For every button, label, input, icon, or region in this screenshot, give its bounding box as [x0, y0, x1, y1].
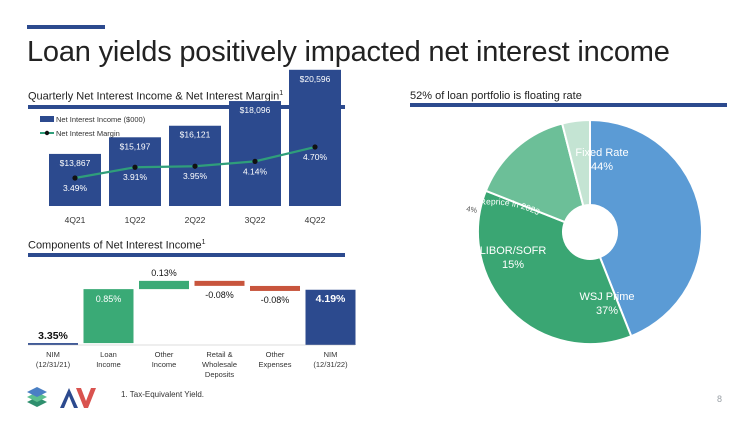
donut-slice-label: Fixed Rate [575, 147, 628, 159]
footnote: 1. Tax-Equivalent Yield. [121, 390, 205, 399]
waterfall-category-label: Other Expenses [259, 350, 292, 369]
waterfall-bar [250, 285, 300, 291]
nim-point [132, 164, 138, 170]
donut-slice-label: WSJ Prime [580, 291, 635, 303]
slide-title: Loan yields positively impacted net inte… [27, 36, 670, 68]
nim-label: 4.70% [303, 152, 328, 162]
waterfall-value-label: 0.13% [151, 268, 177, 278]
nim-label: 3.49% [63, 183, 88, 193]
nii-section-title: Quarterly Net Interest Income & Net Inte… [28, 90, 283, 103]
legend-bar-swatch [40, 116, 54, 122]
nii-bar-3q22 [229, 101, 281, 206]
waterfall-category-label: Other Income [152, 350, 177, 369]
waterfall-bar [305, 289, 356, 345]
nii-bar-1q22 [109, 137, 161, 206]
waterfall-category-label: NIM (12/31/21) [36, 350, 71, 369]
waterfall-value-label: 0.85% [96, 294, 122, 304]
nii-bar-label: $13,867 [60, 158, 91, 168]
x-tick-label: 1Q22 [125, 215, 146, 225]
waterfall-bar [139, 280, 189, 290]
nii-legend: Net Interest Income ($000) Net Interest … [40, 115, 146, 138]
nim-label: 3.95% [183, 171, 208, 181]
components-section-title: Components of Net Interest Income1 [28, 239, 206, 252]
page-number: 8 [716, 394, 722, 404]
nii-section-title-text: Quarterly Net Interest Income & Net Inte… [28, 90, 280, 103]
portfolio-section-rule [410, 103, 727, 107]
stacked-layers-icon [27, 387, 47, 407]
donut-slice-value: 44% [591, 161, 613, 173]
x-tick-label: 4Q21 [65, 215, 86, 225]
donut-slice-value: 15% [502, 259, 524, 271]
nii-section-rule [28, 105, 345, 109]
donut-slice-fixed-rate [589, 118, 703, 338]
x-tick-label: 4Q22 [305, 215, 326, 225]
donut-slice-libor-sofr [484, 122, 585, 224]
waterfall-bar [83, 289, 134, 344]
donut-slice-label: LIBOR/SOFR [480, 245, 547, 257]
nii-bar-4q22 [289, 69, 341, 206]
waterfall-bar [194, 280, 245, 286]
legend-nim-label: Net Interest Margin [56, 129, 120, 138]
components-footnote-marker: 1 [201, 239, 206, 246]
nii-bar-label: $15,197 [120, 141, 151, 151]
waterfall-value-label: -0.08% [205, 290, 234, 300]
components-section-title-text: Components of Net Interest Income [28, 239, 202, 252]
x-tick-label: 3Q22 [245, 215, 266, 225]
nii-bar-label: $18,096 [240, 105, 271, 115]
nii-bar-label: $16,121 [180, 130, 211, 140]
waterfall-category-label: Loan Income [96, 350, 121, 369]
x-tick-label: 2Q22 [185, 215, 206, 225]
nii-footnote-marker: 1 [279, 90, 284, 97]
av-monogram-icon [60, 388, 96, 408]
donut-slice-value: 37% [596, 305, 618, 317]
company-logo [27, 387, 96, 408]
donut-slice-wsj-prime [477, 189, 633, 345]
title-accent-bar [27, 25, 105, 29]
nim-label: 4.14% [243, 166, 268, 176]
waterfall-value-label: 3.35% [38, 330, 68, 342]
donut-small-slice-value: 4% [466, 204, 479, 215]
waterfall-category-label: NIM (12/31/22) [313, 350, 348, 369]
nim-point [72, 175, 78, 181]
waterfall-bar [28, 343, 78, 345]
waterfall-value-label: 4.19% [316, 293, 346, 305]
legend-marker-icon [44, 130, 50, 136]
donut-slice-reprice-in-2023 [560, 118, 591, 208]
nim-point [312, 144, 318, 150]
waterfall-category-label: Retail & Wholesale Deposits [202, 350, 237, 379]
portfolio-section-title: 52% of loan portfolio is floating rate [410, 90, 582, 102]
nii-bar-label: $20,596 [300, 74, 331, 84]
nim-label: 3.91% [123, 172, 148, 182]
components-section-rule [28, 253, 345, 257]
nim-point [252, 158, 258, 164]
waterfall-value-label: -0.08% [261, 295, 290, 305]
legend-nii-label: Net Interest Income ($000) [56, 115, 146, 124]
nim-point [192, 163, 198, 169]
